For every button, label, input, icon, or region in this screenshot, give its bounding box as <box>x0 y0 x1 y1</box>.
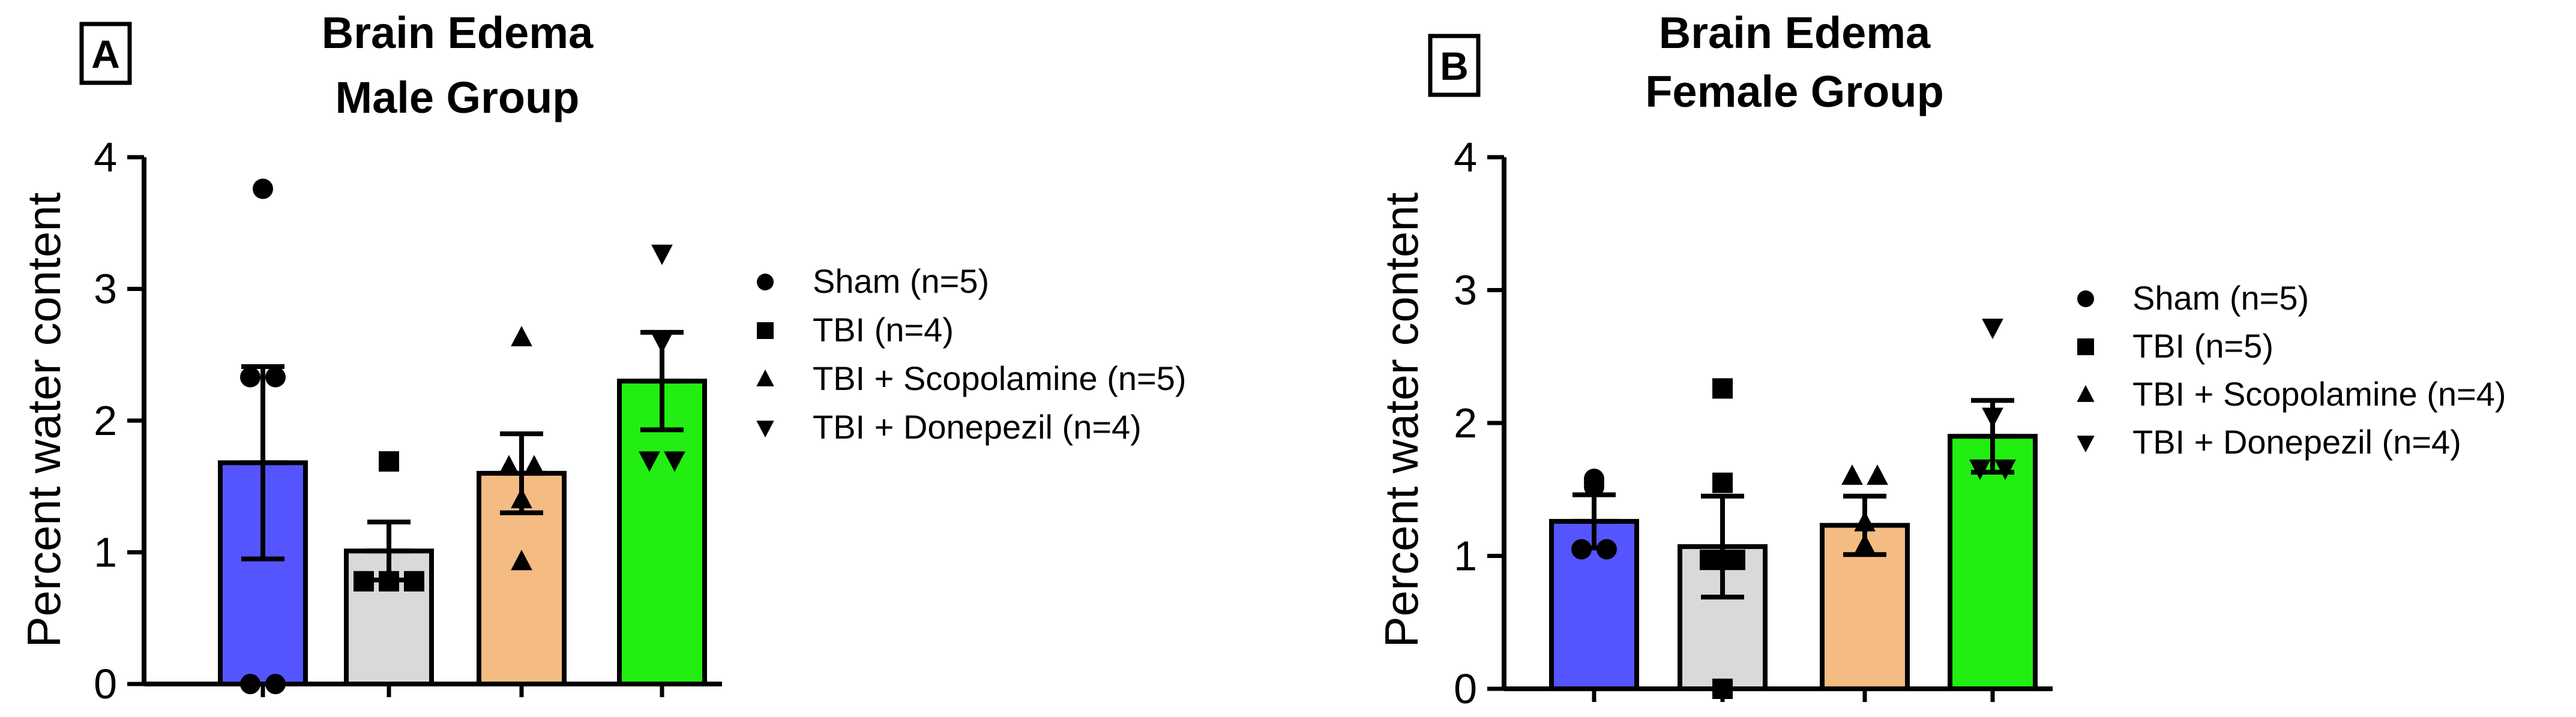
legend-marker <box>757 274 774 290</box>
panel-letter: B <box>1440 44 1469 88</box>
legend-entry: TBI (n=5) <box>2132 327 2274 365</box>
panel-letter-box <box>79 22 132 85</box>
data-point <box>1969 459 1991 480</box>
data-point <box>511 326 532 347</box>
bar <box>1948 434 2038 692</box>
data-point <box>379 571 399 592</box>
data-point <box>354 571 374 592</box>
data-point <box>1982 407 2003 428</box>
data-point <box>253 178 273 199</box>
panel-letter: A <box>91 32 120 76</box>
panel-a: A Brain Edema Male Group Percent water c… <box>17 8 1187 707</box>
y-tick-label: 2 <box>1454 400 1477 446</box>
legend-marker <box>2077 290 2094 307</box>
legend-entry: TBI + Scopolamine (n=5) <box>813 359 1187 397</box>
data-point <box>1712 378 1733 399</box>
legend-marker <box>757 322 774 339</box>
legend-entry: TBI (n=4) <box>813 311 954 349</box>
legend-marker <box>2077 338 2094 355</box>
data-point <box>639 451 660 472</box>
data-point <box>651 332 673 353</box>
chart-title-line1: Brain Edema <box>1659 8 1931 58</box>
data-point <box>511 488 532 509</box>
data-point <box>1725 550 1745 571</box>
chart-title-line2: Female Group <box>1645 67 1944 116</box>
y-tick-label: 2 <box>94 397 117 444</box>
panel-b: B Brain Edema Female Group Percent water… <box>1375 8 2506 712</box>
y-tick-label: 1 <box>1454 533 1477 580</box>
data-point <box>1841 464 1863 485</box>
chart-title-line2: Male Group <box>335 73 579 122</box>
y-tick-label: 0 <box>1454 665 1477 712</box>
y-tick-label: 0 <box>94 661 117 707</box>
y-axis-label: Percent water content <box>17 192 70 647</box>
data-point <box>1571 539 1592 560</box>
data-point <box>404 571 424 592</box>
legend-entry: TBI + Donepezil (n=4) <box>2132 423 2461 461</box>
data-point <box>498 455 520 476</box>
y-tick-label: 4 <box>94 134 117 181</box>
y-tick-label: 3 <box>94 266 117 313</box>
legend-entry: TBI + Scopolamine (n=4) <box>2132 375 2506 413</box>
data-point <box>240 367 260 388</box>
data-point <box>1596 539 1617 560</box>
chart-title-line1: Brain Edema <box>322 8 594 58</box>
legend-marker <box>2077 436 2095 453</box>
data-point <box>1982 319 2003 340</box>
panel-letter-box <box>1428 34 1481 97</box>
y-tick-label: 1 <box>94 529 117 576</box>
data-point <box>1854 511 1876 532</box>
data-point <box>1712 472 1733 493</box>
legend-entry: TBI + Donepezil (n=4) <box>813 408 1142 446</box>
data-point <box>651 244 673 265</box>
data-point <box>265 367 286 388</box>
data-point <box>1994 459 2016 480</box>
legend-marker <box>756 421 774 438</box>
data-point <box>1700 550 1720 571</box>
legend-marker <box>756 369 774 386</box>
y-tick-label: 4 <box>1454 134 1477 181</box>
data-point <box>1867 464 1888 485</box>
legend-entry: Sham (n=5) <box>813 262 989 300</box>
data-point <box>1584 476 1604 497</box>
y-tick-label: 3 <box>1454 267 1477 314</box>
legend-entry: Sham (n=5) <box>2132 279 2309 317</box>
data-point <box>379 451 399 472</box>
data-point <box>664 451 685 472</box>
legend-marker <box>2077 385 2095 402</box>
y-axis-label: Percent water content <box>1375 192 1428 647</box>
data-point <box>511 550 532 571</box>
data-point <box>1854 533 1876 554</box>
data-point <box>523 455 545 476</box>
